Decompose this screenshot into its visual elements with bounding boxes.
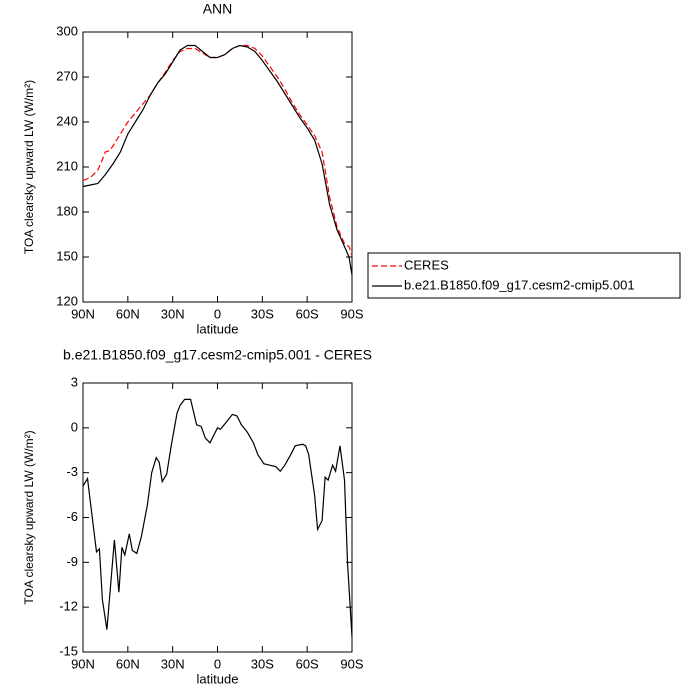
y-tick-label: -12 bbox=[59, 599, 78, 614]
y-tick-label: -15 bbox=[59, 643, 78, 658]
y-tick-label: -9 bbox=[66, 554, 78, 569]
chart-title: ANN bbox=[203, 1, 233, 17]
y-tick-label: 270 bbox=[56, 68, 78, 83]
data-line bbox=[82, 44, 353, 276]
y-tick-label: -6 bbox=[66, 509, 78, 524]
x-tick-label: 60S bbox=[296, 306, 319, 321]
x-tick-label: 90N bbox=[71, 656, 95, 671]
x-tick-label: 30S bbox=[251, 656, 274, 671]
x-tick-label: 60N bbox=[116, 656, 140, 671]
y-axis-label: TOA clearsky upward LW (W/m²) bbox=[22, 80, 36, 254]
y-tick-label: 150 bbox=[56, 248, 78, 263]
y-tick-label: 300 bbox=[56, 23, 78, 38]
x-tick-label: 0 bbox=[214, 656, 221, 671]
y-tick-label: 120 bbox=[56, 293, 78, 308]
x-tick-label: 30N bbox=[161, 656, 185, 671]
x-axis-label: latitude bbox=[197, 671, 239, 686]
legend-label: b.e21.B1850.f09_g17.cesm2-cmip5.001 bbox=[404, 277, 635, 292]
x-tick-label: 30N bbox=[161, 306, 185, 321]
x-tick-label: 0 bbox=[214, 306, 221, 321]
x-tick-label: 60S bbox=[296, 656, 319, 671]
plot-frame bbox=[82, 382, 353, 653]
x-tick-label: 60N bbox=[116, 306, 140, 321]
x-tick-label: 90S bbox=[340, 656, 363, 671]
y-tick-label: 3 bbox=[71, 374, 78, 389]
x-tick-label: 90S bbox=[340, 306, 363, 321]
y-tick-label: -3 bbox=[66, 464, 78, 479]
chart-title: b.e21.B1850.f09_g17.cesm2-cmip5.001 - CE… bbox=[63, 347, 372, 363]
x-tick-label: 30S bbox=[251, 306, 274, 321]
plot-frame bbox=[82, 31, 353, 303]
data-line bbox=[82, 398, 353, 638]
data-line bbox=[82, 44, 353, 256]
y-tick-label: 210 bbox=[56, 158, 78, 173]
legend-label: CERES bbox=[404, 257, 449, 272]
x-tick-label: 90N bbox=[71, 306, 95, 321]
y-tick-label: 180 bbox=[56, 203, 78, 218]
legend-box bbox=[367, 252, 681, 299]
x-axis-label: latitude bbox=[197, 321, 239, 336]
y-tick-label: 240 bbox=[56, 113, 78, 128]
y-tick-label: 0 bbox=[71, 419, 78, 434]
y-axis-label: TOA clearsky upward LW (W/m²) bbox=[22, 430, 36, 604]
